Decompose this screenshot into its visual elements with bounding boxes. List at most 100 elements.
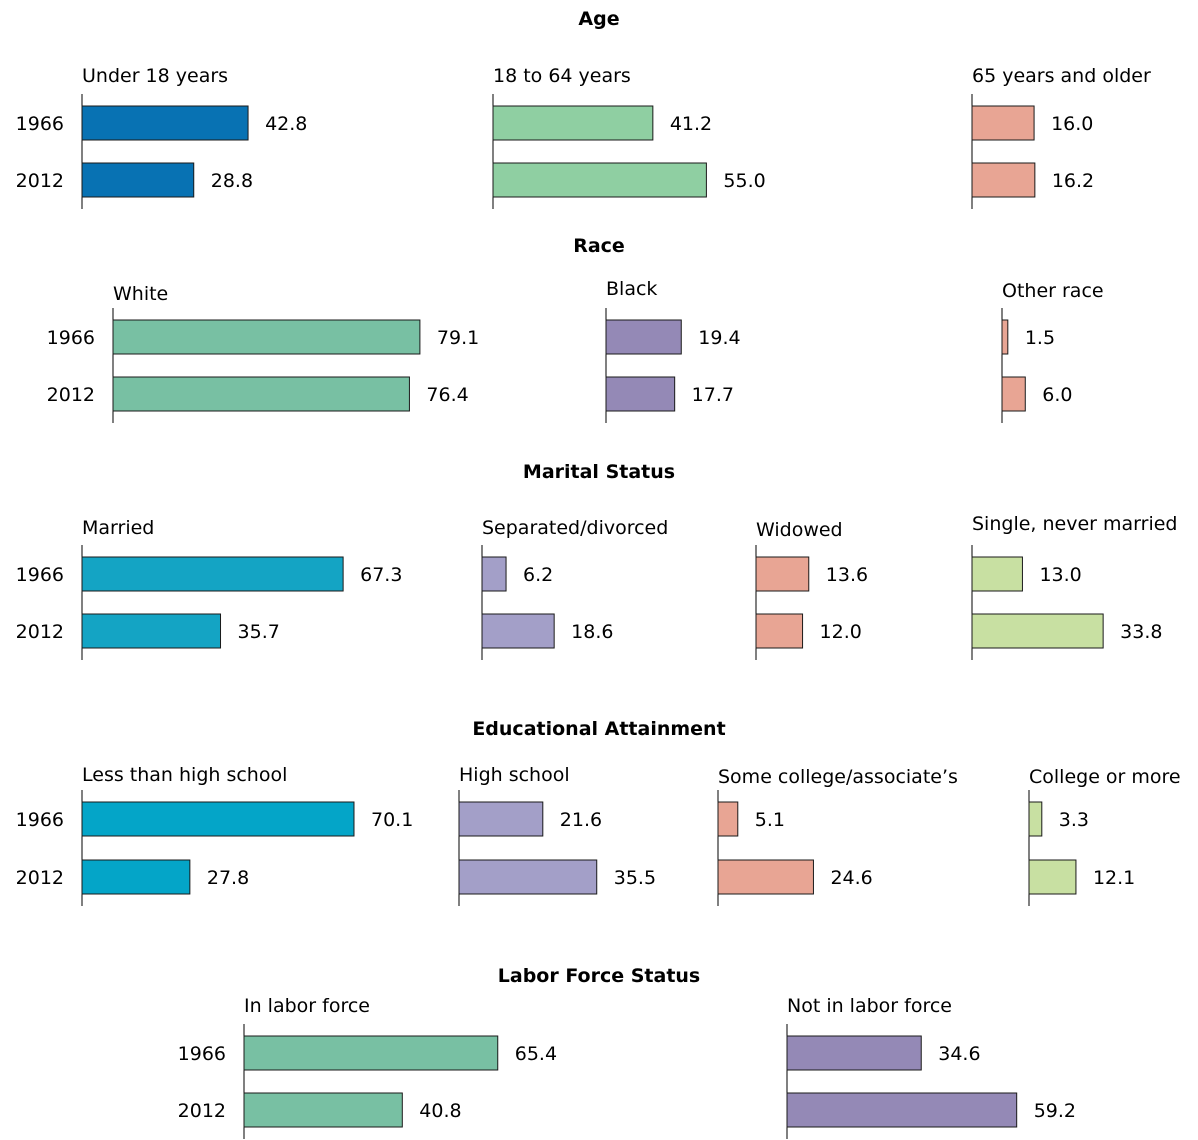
- panel-widowed: Widowed 13.6 12.0: [755, 519, 868, 660]
- panel-label: Less than high school: [82, 764, 287, 786]
- bar-1966: [81, 556, 344, 592]
- bar-1966: [971, 556, 1023, 592]
- value-label: 5.1: [755, 809, 785, 831]
- bar-2012: [1028, 859, 1077, 895]
- section-title: Labor Force Status: [498, 965, 700, 987]
- bar-1966: [755, 556, 810, 592]
- panel-label: Widowed: [756, 519, 843, 541]
- bar-1966: [492, 105, 654, 141]
- section-age: Age 1966 2012 Under 18 years 42.8 28.8 18 to 6…: [16, 8, 1151, 209]
- value-label: 27.8: [207, 867, 249, 889]
- bar-2012: [717, 859, 814, 895]
- bar-1966: [112, 319, 421, 355]
- panel-label: 65 years and older: [972, 65, 1151, 87]
- panel-label: Black: [606, 278, 657, 300]
- panel-label: In labor force: [244, 995, 370, 1017]
- bar-1966: [1001, 319, 1009, 355]
- year-label-2012: 2012: [16, 170, 64, 192]
- section-race: Race 1966 2012 White 79.1 76.4 Black 19.4 17.7 Ot…: [47, 235, 1104, 423]
- value-label: 70.1: [371, 809, 413, 831]
- value-label: 13.6: [826, 564, 868, 586]
- year-label-2012: 2012: [47, 384, 95, 406]
- panel-other-race: Other race 1.5 6.0: [1001, 280, 1104, 423]
- panel-married: Married 67.3 35.7: [81, 517, 402, 660]
- section-title: Educational Attainment: [472, 718, 725, 740]
- value-label: 13.0: [1039, 564, 1081, 586]
- bar-2012: [458, 859, 598, 895]
- value-label: 67.3: [360, 564, 402, 586]
- panel-separated-divorced: Separated/divorced 6.2 18.6: [481, 517, 668, 660]
- year-label-1966: 1966: [16, 809, 64, 831]
- year-label-2012: 2012: [178, 1100, 226, 1122]
- bar-1966: [243, 1035, 499, 1071]
- value-label: 12.1: [1093, 867, 1135, 889]
- year-label-1966: 1966: [16, 564, 64, 586]
- panel-18-to-64-years: 18 to 64 years 41.2 55.0: [492, 65, 766, 209]
- panel-label: College or more: [1029, 766, 1181, 788]
- panel-high-school: High school 21.6 35.5: [458, 764, 656, 906]
- panel-white: White 79.1 76.4: [112, 283, 479, 423]
- bar-2012: [971, 613, 1104, 649]
- year-label-1966: 1966: [178, 1043, 226, 1065]
- year-label-1966: 1966: [16, 113, 64, 135]
- panel-single-never-married: Single, never married 13.0 33.8: [971, 513, 1177, 660]
- section-title: Age: [578, 8, 619, 30]
- panel-less-than-high-school: Less than high school 70.1 27.8: [81, 764, 413, 906]
- bar-2012: [81, 859, 191, 895]
- bar-2012: [243, 1092, 403, 1128]
- section-educational-attainment: Educational Attainment 1966 2012 Less than …: [16, 718, 1181, 906]
- bar-2012: [112, 376, 410, 412]
- panel-label: Not in labor force: [787, 995, 952, 1017]
- value-label: 19.4: [698, 327, 740, 349]
- panel-not-in-labor-force: Not in labor force 34.6 59.2: [786, 995, 1076, 1139]
- section-title: Race: [573, 235, 625, 257]
- value-label: 42.8: [265, 113, 307, 135]
- value-label: 76.4: [426, 384, 468, 406]
- bar-1966: [786, 1035, 922, 1071]
- bar-1966: [1028, 801, 1043, 837]
- value-label: 40.8: [419, 1100, 461, 1122]
- bar-2012: [1001, 376, 1026, 412]
- bar-1966: [81, 105, 249, 141]
- panel-label: Under 18 years: [82, 65, 228, 87]
- bar-1966: [717, 801, 739, 837]
- value-label: 16.2: [1052, 170, 1094, 192]
- section-title: Marital Status: [523, 461, 675, 483]
- value-label: 3.3: [1059, 809, 1089, 831]
- bar-2012: [755, 613, 804, 649]
- panel-label: Separated/divorced: [482, 517, 668, 539]
- bar-1966: [971, 105, 1035, 141]
- value-label: 21.6: [560, 809, 602, 831]
- value-label: 79.1: [437, 327, 479, 349]
- value-label: 35.7: [238, 621, 280, 643]
- value-label: 6.2: [523, 564, 553, 586]
- bar-2012: [786, 1092, 1018, 1128]
- panel-label: High school: [459, 764, 570, 786]
- value-label: 12.0: [820, 621, 862, 643]
- section-labor-force-status: Labor Force Status 1966 2012 In labor force…: [178, 965, 1076, 1139]
- value-label: 1.5: [1025, 327, 1055, 349]
- panel-black: Black 19.4 17.7: [605, 278, 741, 423]
- bar-2012: [605, 376, 676, 412]
- panel-label: 18 to 64 years: [493, 65, 631, 87]
- section-marital-status: Marital Status 1966 2012 Married 67.3 35.7 Sep…: [16, 461, 1177, 660]
- year-label-2012: 2012: [16, 867, 64, 889]
- year-label-1966: 1966: [47, 327, 95, 349]
- value-label: 34.6: [938, 1043, 980, 1065]
- panel-college-or-more: College or more 3.3 12.1: [1028, 766, 1181, 906]
- value-label: 28.8: [211, 170, 253, 192]
- panel-label: Other race: [1002, 280, 1104, 302]
- value-label: 16.0: [1051, 113, 1093, 135]
- value-label: 6.0: [1042, 384, 1072, 406]
- value-label: 24.6: [830, 867, 872, 889]
- bar-1966: [605, 319, 682, 355]
- bar-1966: [481, 556, 507, 592]
- panel-under-18-years: Under 18 years 42.8 28.8: [81, 65, 307, 209]
- bar-2012: [481, 613, 555, 649]
- value-label: 41.2: [670, 113, 712, 135]
- value-label: 18.6: [571, 621, 613, 643]
- year-label-2012: 2012: [16, 621, 64, 643]
- panel-some-college-associate-s: Some college/associate’s 5.1 24.6: [717, 766, 958, 906]
- value-label: 35.5: [614, 867, 656, 889]
